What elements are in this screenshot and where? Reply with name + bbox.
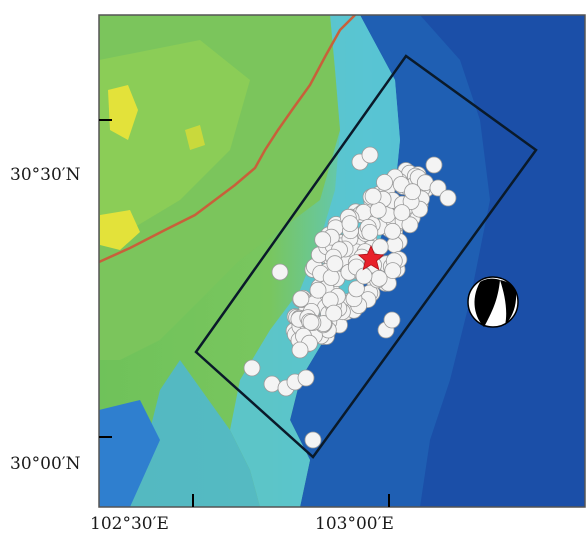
longitude-label-102-30: 102°30′E bbox=[90, 514, 169, 534]
aftershock-point bbox=[315, 232, 331, 248]
aftershock-point bbox=[372, 239, 388, 255]
latitude-label-30-00: 30°00′N bbox=[10, 454, 81, 474]
aftershock-point bbox=[342, 216, 358, 232]
aftershock-point bbox=[272, 264, 288, 280]
aftershock-point bbox=[327, 256, 343, 272]
aftershock-point bbox=[292, 342, 308, 358]
aftershock-point bbox=[370, 202, 386, 218]
aftershock-point bbox=[440, 190, 456, 206]
aftershock-point bbox=[298, 370, 314, 386]
aftershock-point bbox=[323, 270, 339, 286]
latitude-label-30-30: 30°30′N bbox=[10, 165, 81, 185]
longitude-label-103-00: 103°00′E bbox=[315, 514, 394, 534]
aftershock-point bbox=[377, 174, 393, 190]
aftershock-point bbox=[362, 224, 378, 240]
aftershock-point bbox=[385, 223, 401, 239]
aftershock-point bbox=[384, 312, 400, 328]
aftershock-point bbox=[405, 184, 421, 200]
aftershock-point bbox=[394, 205, 410, 221]
aftershock-point bbox=[362, 147, 378, 163]
aftershock-point bbox=[371, 270, 387, 286]
focal-mechanism-beachball bbox=[468, 277, 518, 327]
aftershock-point bbox=[303, 314, 319, 330]
aftershock-point bbox=[326, 305, 342, 321]
aftershock-point bbox=[264, 376, 280, 392]
aftershock-point bbox=[356, 268, 372, 284]
aftershock-point bbox=[244, 360, 260, 376]
aftershock-point bbox=[293, 291, 309, 307]
aftershock-point bbox=[426, 157, 442, 173]
aftershock-point bbox=[305, 432, 321, 448]
aftershock-point bbox=[365, 188, 381, 204]
